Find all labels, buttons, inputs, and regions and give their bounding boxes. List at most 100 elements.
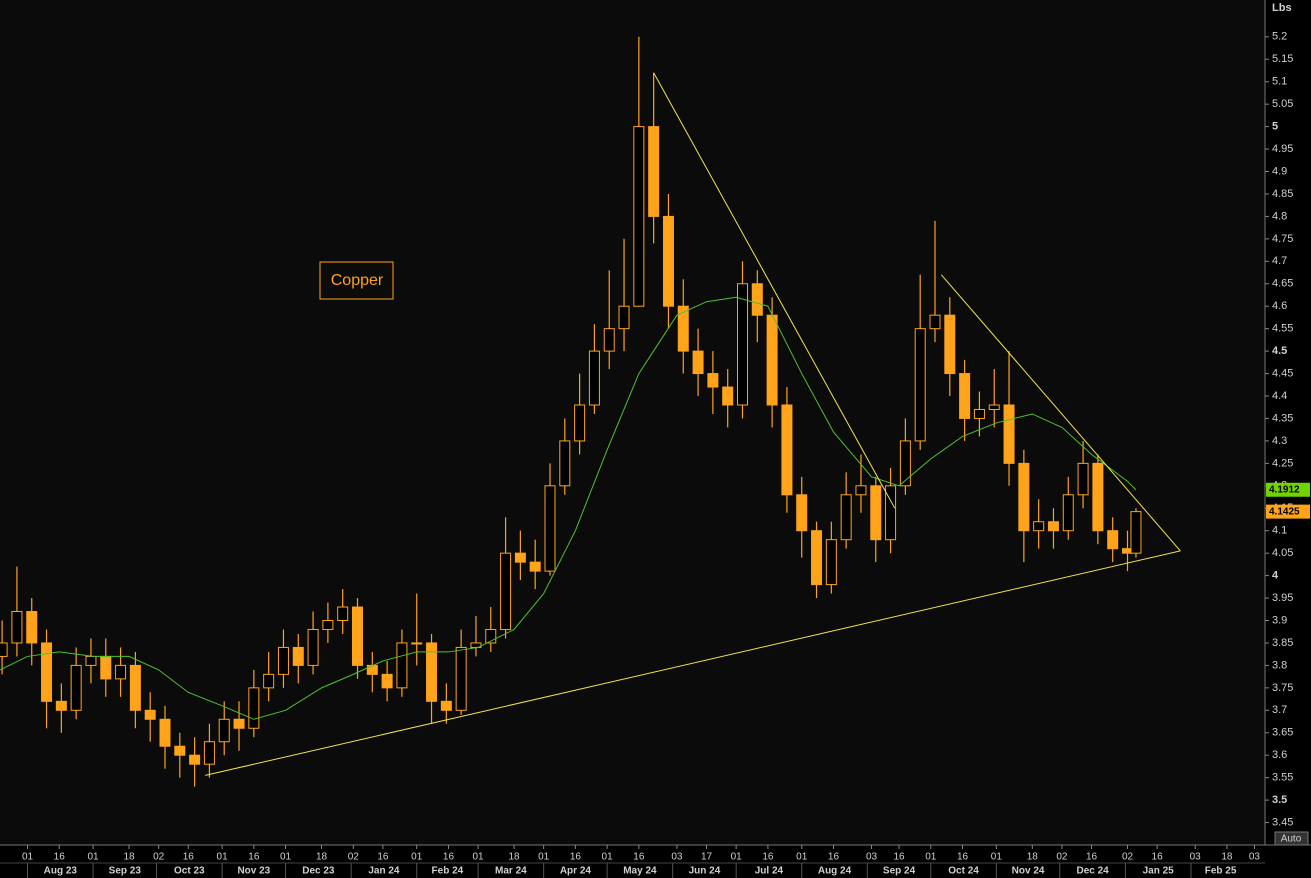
- candle-body: [885, 485, 897, 541]
- candle-body: [55, 700, 67, 711]
- candle-body: [381, 673, 393, 689]
- candle-body: [1077, 462, 1089, 496]
- candle-body: [263, 673, 275, 689]
- candle-body: [825, 539, 837, 586]
- x-tick-label: 16: [570, 852, 582, 863]
- candle-body: [218, 718, 230, 743]
- candle-body: [574, 404, 586, 442]
- annotation-box: [319, 261, 394, 300]
- x-tick-label: 01: [473, 852, 485, 863]
- y-tick-label: 4: [1272, 570, 1279, 582]
- candle-body: [1018, 462, 1030, 532]
- candle-body: [870, 485, 882, 541]
- x-tick-label: 02: [1056, 852, 1068, 863]
- x-tick-label: 16: [54, 852, 66, 863]
- candle-body: [322, 620, 334, 630]
- auto-button-label[interactable]: Auto: [1281, 834, 1302, 845]
- y-tick-label: 4.45: [1272, 367, 1293, 379]
- candle-body: [11, 611, 23, 644]
- candle-body: [662, 215, 674, 307]
- month-label: Feb 24: [432, 866, 464, 877]
- candle-body: [1130, 511, 1142, 554]
- x-tick-label: 16: [828, 852, 840, 863]
- candle-body: [292, 646, 304, 666]
- y-tick-label: 4.5: [1272, 345, 1287, 357]
- candle-body: [766, 314, 778, 406]
- candle-body: [1047, 521, 1059, 532]
- x-tick-label: 18: [508, 852, 520, 863]
- candle-body: [307, 628, 319, 666]
- month-label: Mar 24: [495, 866, 527, 877]
- x-tick-label: 01: [538, 852, 550, 863]
- candle-body: [144, 709, 156, 720]
- month-label: Dec 24: [1076, 866, 1109, 877]
- y-tick-label: 4.1: [1272, 525, 1287, 537]
- candle-body: [899, 440, 911, 487]
- candle-body: [633, 126, 645, 307]
- month-label: Aug 23: [44, 866, 78, 877]
- x-axis-panel: [0, 845, 1311, 878]
- x-tick-label: 17: [701, 852, 713, 863]
- candle-body: [277, 646, 289, 675]
- last-value-tag: [1266, 504, 1310, 519]
- candle-body: [914, 328, 926, 442]
- candle-body: [248, 687, 260, 729]
- candle-body: [677, 305, 689, 352]
- month-label: Aug 24: [818, 866, 852, 877]
- candle-body: [796, 494, 808, 532]
- candle-body: [692, 350, 704, 375]
- y-tick-label: 4.95: [1272, 143, 1293, 155]
- x-tick-label: 03: [671, 852, 683, 863]
- y-tick-label: 4.25: [1272, 457, 1293, 469]
- y-tick-label: 4.55: [1272, 323, 1293, 335]
- month-label: Oct 23: [174, 866, 205, 877]
- candle-body: [811, 530, 823, 586]
- x-tick-label: 16: [762, 852, 774, 863]
- x-tick-label: 01: [411, 852, 423, 863]
- chart-title: Copper: [331, 272, 384, 289]
- x-tick-label: 16: [183, 852, 195, 863]
- candle-body: [514, 552, 526, 563]
- candle-body: [988, 404, 1000, 410]
- y-tick-label: 3.65: [1272, 727, 1293, 739]
- candle-body: [26, 611, 38, 644]
- month-label: Jan 25: [1143, 866, 1175, 877]
- y-tick-label: 4.6: [1272, 300, 1287, 312]
- x-tick-label: 16: [377, 852, 389, 863]
- trendline: [653, 72, 896, 509]
- y-tick-label: 4.7: [1272, 255, 1287, 267]
- y-tick-label: 3.7: [1272, 704, 1287, 716]
- candle-body: [159, 718, 171, 747]
- y-tick-label: 5.1: [1272, 76, 1287, 88]
- x-tick-label: 01: [88, 852, 100, 863]
- x-tick-label: 16: [893, 852, 905, 863]
- x-tick-label: 01: [22, 852, 34, 863]
- y-tick-label: 3.75: [1272, 682, 1293, 694]
- month-label: Jun 24: [689, 866, 721, 877]
- candle-body: [737, 283, 748, 406]
- candle-body: [352, 606, 363, 666]
- y-tick-label: 3.45: [1272, 816, 1293, 828]
- month-label: May 24: [623, 866, 657, 877]
- candle-body: [100, 655, 112, 680]
- candle-body: [426, 642, 438, 702]
- candle-body: [751, 283, 763, 316]
- candle-body: [929, 314, 941, 330]
- candle-body: [485, 628, 497, 644]
- candle-body: [588, 350, 600, 406]
- y-tick-label: 3.9: [1272, 614, 1287, 626]
- month-label: Jul 24: [755, 866, 784, 877]
- candle-body: [203, 741, 215, 765]
- candle-body: [411, 642, 423, 645]
- x-tick-label: 18: [316, 852, 328, 863]
- candle-body: [781, 404, 793, 496]
- candle-body: [0, 642, 8, 657]
- moving-average: [0, 296, 1137, 720]
- y-tick-label: 3.85: [1272, 637, 1293, 649]
- candle-body: [1062, 494, 1074, 532]
- y-tick-label: 3.8: [1272, 659, 1287, 671]
- auto-button[interactable]: [1274, 831, 1309, 846]
- y-axis-panel: [1265, 0, 1311, 845]
- y-tick-label: 4.75: [1272, 233, 1293, 245]
